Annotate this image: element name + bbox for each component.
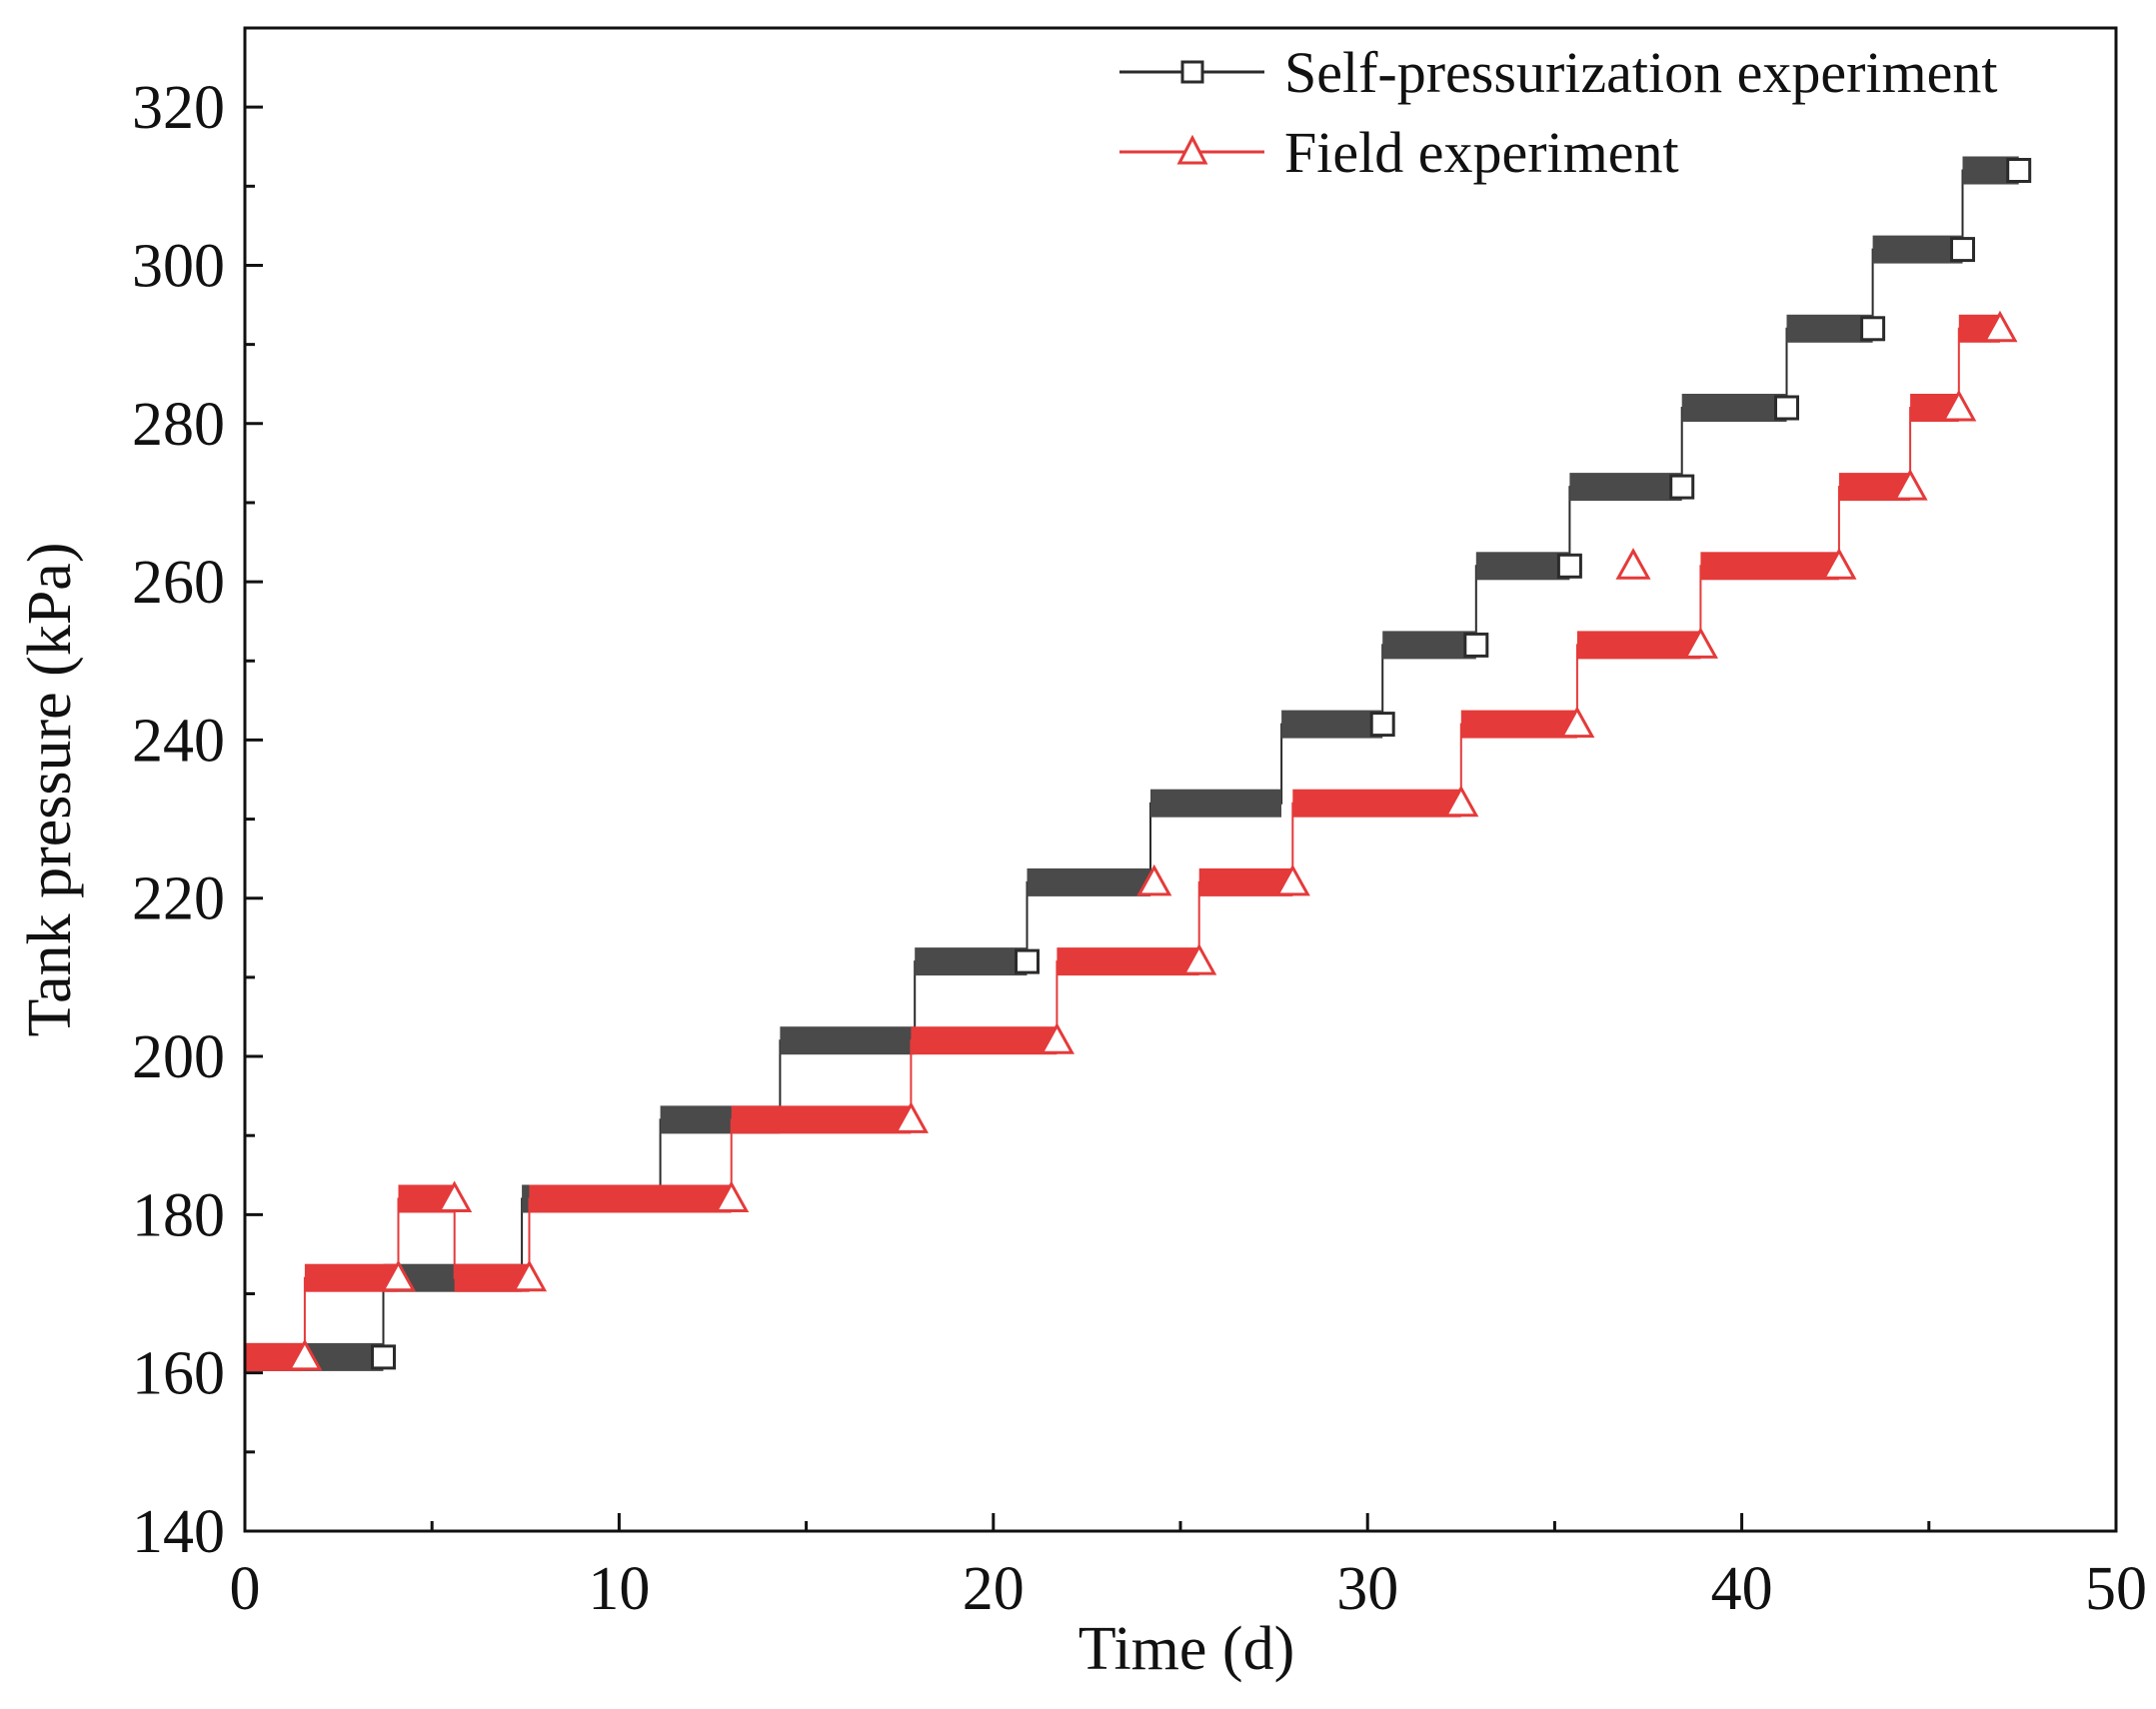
legend-square-marker: [1180, 60, 1204, 84]
data-point-triangle: [287, 1338, 323, 1371]
y-tick-label: 320: [132, 74, 225, 142]
data-point-triangle: [1682, 627, 1718, 659]
y-tick-label: 220: [132, 865, 225, 933]
legend-triangle-marker: [1176, 134, 1208, 165]
data-point-square: [1369, 712, 1395, 738]
data-point-square: [1556, 553, 1582, 579]
y-tick-label: 240: [132, 707, 225, 775]
series-band-1: [731, 1105, 912, 1134]
series-band-0: [1382, 631, 1476, 660]
plot-frame: [243, 26, 2118, 1533]
data-point-triangle: [1039, 1022, 1075, 1054]
y-tick-label: 140: [132, 1498, 225, 1566]
series-line-0: [245, 169, 2019, 1358]
data-point-triangle: [1615, 548, 1651, 580]
series-line-1: [245, 327, 2000, 1358]
data-point-triangle: [511, 1259, 548, 1292]
data-point-square: [1015, 948, 1040, 974]
y-tick-label: 160: [132, 1340, 225, 1408]
data-point-square: [1669, 474, 1695, 500]
series-band-1: [1700, 552, 1839, 581]
data-point-triangle: [714, 1180, 750, 1213]
data-point-square: [1950, 237, 1975, 263]
y-tick-label: 300: [132, 232, 225, 300]
data-point-square: [2006, 158, 2032, 183]
series-band-0: [780, 1026, 916, 1055]
series-band-1: [1198, 867, 1293, 896]
x-tick-label: 20: [963, 1555, 1025, 1623]
series-band-0: [1150, 789, 1281, 818]
data-point-triangle: [893, 1101, 929, 1133]
data-point-triangle: [1274, 863, 1310, 896]
legend-label-self-pressurization: Self-pressurization experiment: [1284, 40, 1997, 105]
axes: 0 10 20 30 40 50 140 160 180 200 220 240 260 280 300 32…: [132, 26, 2147, 1623]
legend-item-field: Field experiment: [1119, 120, 1679, 185]
y-tick-label: 200: [132, 1023, 225, 1091]
data-point-triangle: [1181, 942, 1217, 975]
data-point-triangle: [1443, 785, 1479, 818]
data-point-triangle: [1559, 706, 1595, 739]
legend-item-self-pressurization: Self-pressurization experiment: [1119, 40, 1997, 105]
data-point-square: [1860, 316, 1886, 342]
series-band-1: [911, 1026, 1058, 1055]
x-axis-title: Time (d): [1078, 1615, 1294, 1683]
series-band-1: [529, 1184, 732, 1213]
y-tick-label: 280: [132, 391, 225, 459]
series-band-0: [915, 947, 1028, 976]
data-point-triangle: [1982, 310, 2018, 343]
x-tick-label: 40: [1711, 1555, 1773, 1623]
data-point-triangle: [1136, 863, 1172, 896]
series-band-0: [1475, 552, 1570, 581]
x-tick-label: 10: [588, 1555, 650, 1623]
series-band-0: [1281, 710, 1383, 739]
series-band-1: [1057, 947, 1199, 976]
series-band-0: [1027, 867, 1151, 896]
data-point-square: [1463, 632, 1489, 658]
legend-label-field: Field experiment: [1284, 120, 1679, 185]
legend: Self-pressurization experiment Field exp…: [1119, 40, 1997, 185]
series-band-0: [1872, 235, 1963, 264]
data-point-triangle: [437, 1180, 473, 1213]
series-band-1: [1292, 789, 1461, 818]
data-point-triangle: [1941, 389, 1977, 422]
y-tick-label: 180: [132, 1181, 225, 1249]
data-point-triangle: [380, 1259, 417, 1292]
data-point-square: [1774, 395, 1799, 421]
data-point-square: [371, 1344, 396, 1370]
data-point-triangle: [1892, 469, 1928, 501]
y-axis-title: Tank pressure (kPa): [16, 543, 84, 1037]
series-band-1: [1576, 631, 1701, 660]
series-1: [245, 310, 2018, 1371]
y-tick-label: 260: [132, 549, 225, 617]
series-band-0: [1681, 394, 1787, 422]
x-tick-label: 50: [2085, 1555, 2147, 1623]
series-0: [245, 156, 2032, 1371]
x-tick-label: 0: [230, 1555, 261, 1623]
series-band-0: [1569, 473, 1682, 502]
series-band-1: [304, 1263, 399, 1292]
data-point-triangle: [1821, 548, 1857, 580]
series-band-0: [1786, 314, 1873, 343]
series-band-1: [1460, 710, 1577, 739]
x-tick-label: 30: [1336, 1555, 1398, 1623]
plot-area: [245, 156, 2032, 1371]
